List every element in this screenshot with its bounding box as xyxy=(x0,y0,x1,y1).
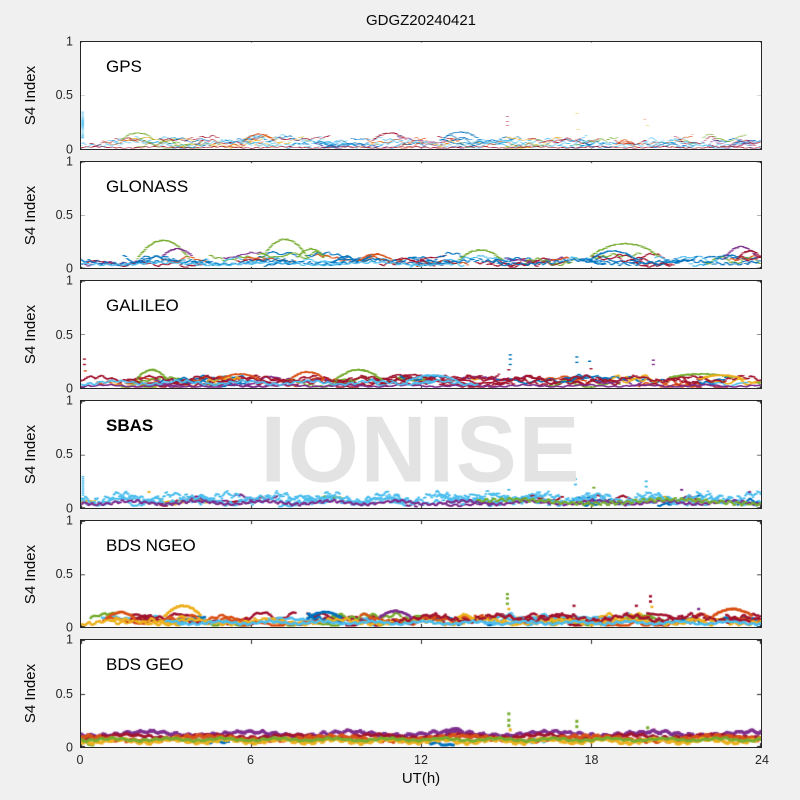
y-tick-label: 0 xyxy=(66,141,73,156)
subplot: S4 Index 1 0.5 0 IONISE SBAS xyxy=(23,394,762,515)
plot-area: GLONASS xyxy=(80,160,762,270)
y-axis-label-box: S4 Index xyxy=(20,41,42,150)
y-axis-label-box: S4 Index xyxy=(20,400,42,509)
plot-area: IONISE SBAS xyxy=(80,400,762,509)
x-tick-label: 0 xyxy=(76,753,84,767)
panel-label: GALILEO xyxy=(106,296,179,316)
y-axis-label: S4 Index xyxy=(22,544,40,604)
subplot: S4 Index 1 0.5 0 BDS NGEO xyxy=(23,513,762,635)
subplot: S4 Index 1 0.5 0 BDS GEO xyxy=(23,633,762,754)
y-tick-label: 1 xyxy=(66,513,73,528)
panel-label: BDS NGEO xyxy=(106,535,196,555)
scatter-canvas xyxy=(81,520,761,628)
figure-title: GDGZ20240421 xyxy=(365,12,477,29)
y-axis-label: S4 Index xyxy=(22,664,40,724)
plot-area: BDS GEO xyxy=(80,639,762,749)
y-axis-label-box: S4 Index xyxy=(20,639,42,748)
y-axis-label: S4 Index xyxy=(22,424,40,484)
y-axis-label: S4 Index xyxy=(22,65,40,125)
y-tick-label: 0.5 xyxy=(55,447,73,462)
watermark: IONISE xyxy=(260,400,582,502)
y-axis-label-box: S4 Index xyxy=(20,520,42,629)
plot-area: BDS NGEO xyxy=(80,519,762,629)
x-tick-label: 18 xyxy=(584,753,599,767)
y-tick-label: 1 xyxy=(66,154,73,169)
panel-label: SBAS xyxy=(106,416,154,436)
y-tick-label: 0.5 xyxy=(55,567,73,582)
y-tick-label: 1 xyxy=(66,274,73,289)
y-tick-label: 0 xyxy=(66,620,73,635)
plot-area: GPS xyxy=(80,41,762,150)
scatter-canvas xyxy=(81,42,761,149)
y-axis-label: S4 Index xyxy=(22,185,40,245)
x-tick-label: 12 xyxy=(414,753,428,767)
y-axis-label-box: S4 Index xyxy=(20,280,42,389)
scatter-canvas xyxy=(81,640,761,748)
y-axis-label-box: S4 Index xyxy=(20,161,42,270)
plot-area: GALILEO xyxy=(80,280,762,390)
x-axis-label: UT(h) xyxy=(401,770,441,787)
y-tick-label: 0.5 xyxy=(55,327,73,342)
scatter-canvas xyxy=(81,161,761,269)
panel-label: BDS GEO xyxy=(106,655,184,675)
y-tick-label: 0 xyxy=(66,381,73,396)
scatter-canvas xyxy=(81,401,761,508)
panel-label: GLONASS xyxy=(106,176,189,196)
y-tick-label: 1 xyxy=(66,34,73,49)
subplot: S4 Index 1 0.5 0 GLONASS xyxy=(23,154,762,276)
y-tick-label: 0.5 xyxy=(55,686,73,701)
y-axis-label: S4 Index xyxy=(22,305,40,365)
y-tick-label: 0 xyxy=(66,500,73,515)
y-tick-label: 0 xyxy=(66,261,73,276)
panel-label: GPS xyxy=(106,57,142,76)
y-tick-label: 0 xyxy=(66,740,73,755)
y-tick-label: 0.5 xyxy=(55,88,73,103)
subplot: S4 Index 1 0.5 0 GALILEO xyxy=(23,274,762,395)
y-tick-label: 1 xyxy=(66,393,73,408)
subplot: S4 Index 1 0.5 0 GPS xyxy=(23,35,762,156)
x-axis-tick-labels: 0 6 12 18 24 xyxy=(76,753,769,768)
y-tick-label: 0.5 xyxy=(55,208,73,222)
x-tick-label: 6 xyxy=(247,753,254,767)
y-tick-label: 1 xyxy=(66,633,73,648)
subplot-stack: S4 Index 1 0.5 0 GPS S4 Index 1 0.5 0 GL… xyxy=(23,35,762,754)
x-tick-label: 24 xyxy=(755,753,769,767)
scatter-canvas xyxy=(81,281,761,389)
